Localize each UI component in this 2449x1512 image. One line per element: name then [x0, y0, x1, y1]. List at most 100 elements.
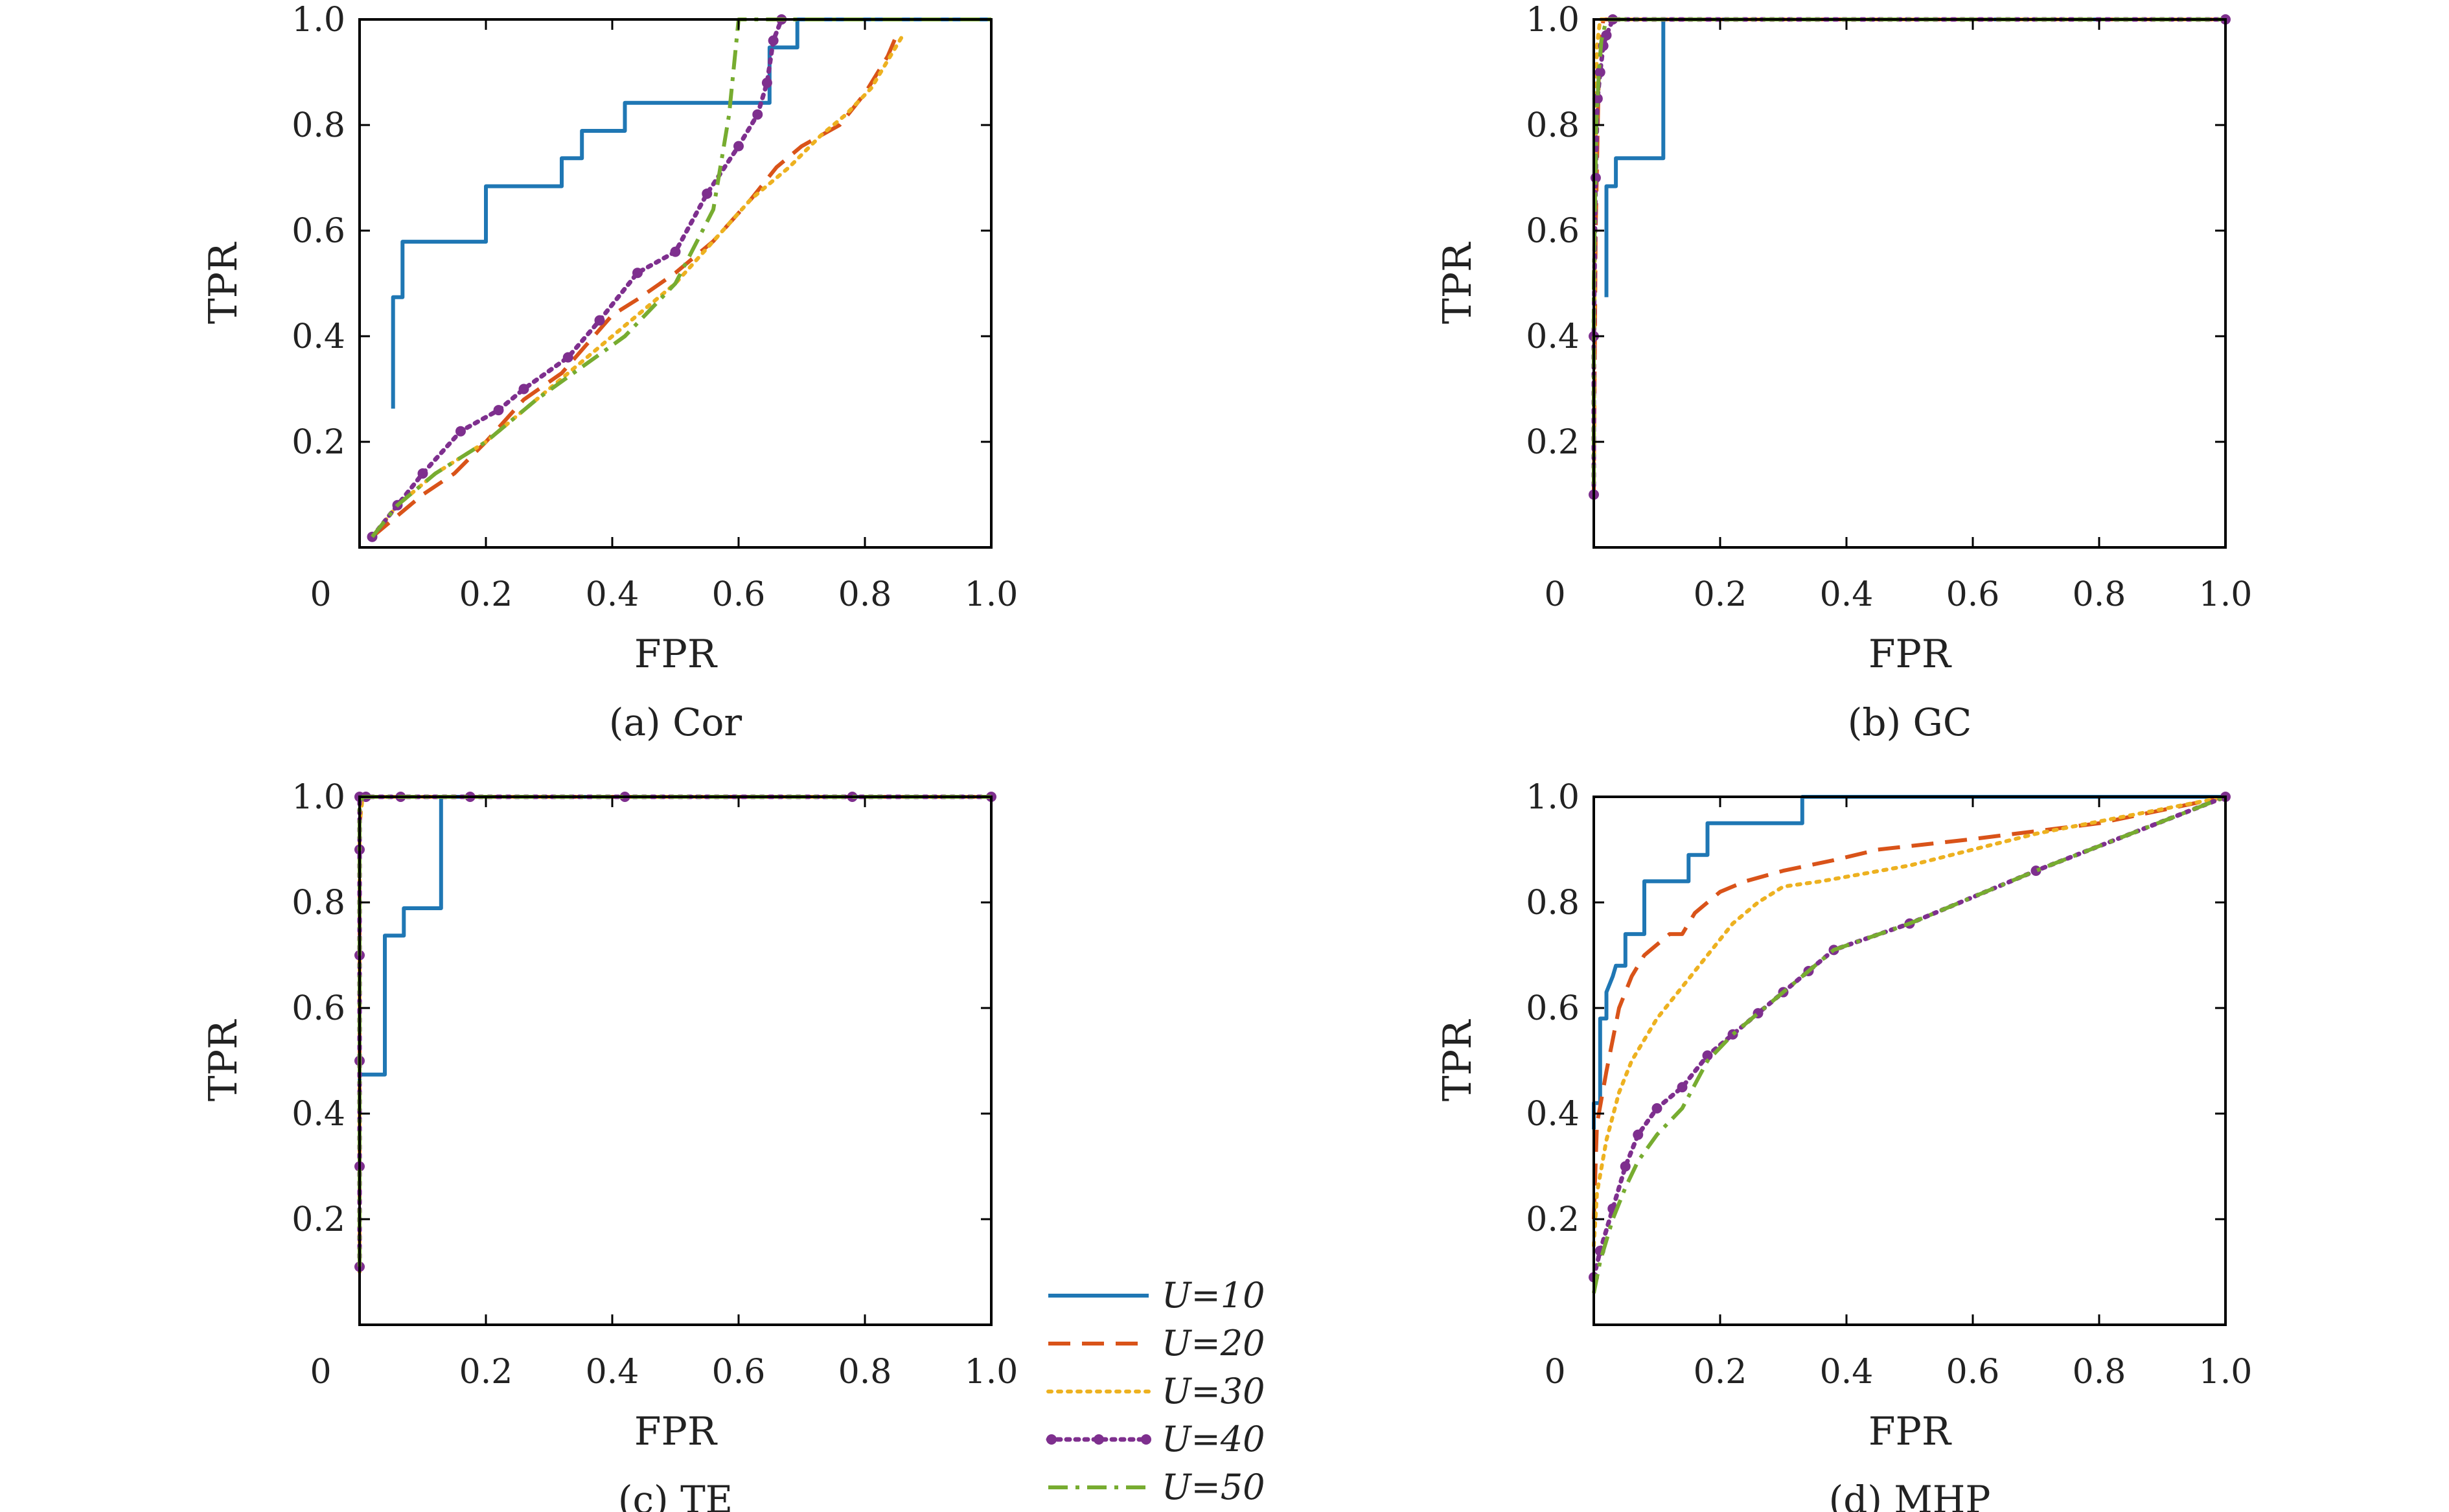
- x-tick-label: 1.0: [2199, 1353, 2253, 1392]
- legend-label: U=50: [1162, 1467, 1265, 1507]
- series-marker: [562, 352, 573, 363]
- series-line-1: [391, 17, 991, 409]
- axes-frame: [358, 18, 993, 549]
- y-tick-label: 1.0: [292, 778, 345, 817]
- y-tick-label: 0.6: [292, 989, 345, 1028]
- x-tick-label: 0.6: [712, 575, 766, 614]
- legend-label: U=10: [1162, 1275, 1265, 1316]
- y-axis-label: TPR: [201, 242, 246, 324]
- series-line-2: [358, 795, 991, 1272]
- y-tick-label: 0.4: [1526, 1095, 1580, 1134]
- y-tick-label: 0.6: [1526, 989, 1580, 1028]
- legend-marker: [1046, 1434, 1057, 1445]
- x-tick-label: 0.8: [838, 1353, 892, 1392]
- x-tick-label: 1.0: [965, 575, 1018, 614]
- x-tick-label: 0.4: [586, 575, 639, 614]
- series-group: [367, 14, 991, 542]
- x-tick-label: 0.4: [1820, 1353, 1874, 1392]
- series-marker: [733, 141, 744, 152]
- series-line-1: [358, 795, 991, 1167]
- x-tick-label: 0.6: [712, 1353, 766, 1392]
- x-tick-label: 0.2: [459, 1353, 513, 1392]
- series-line-5: [1592, 17, 2225, 485]
- x-tick-label: 0.8: [838, 575, 892, 614]
- x-tick-label: 0.4: [1820, 575, 1874, 614]
- legend-marker: [1094, 1434, 1104, 1445]
- series-marker: [632, 268, 643, 279]
- y-axis-label: TPR: [1435, 242, 1480, 324]
- series-marker: [1727, 1029, 1738, 1040]
- series-line-2: [1592, 17, 2225, 495]
- series-marker: [1702, 1050, 1713, 1061]
- x-tick-label: 0.6: [1946, 1353, 2000, 1392]
- axes-frame: [1592, 796, 2227, 1326]
- x-tick-label: 0.2: [459, 575, 513, 614]
- x-tick-label: 0.2: [1694, 1353, 1747, 1392]
- series-marker: [1633, 1129, 1644, 1140]
- legend-label: U=40: [1162, 1419, 1265, 1460]
- y-tick-label: 0.4: [1526, 317, 1580, 356]
- series-line-2: [371, 34, 899, 539]
- y-tick-label: 0.8: [292, 884, 345, 922]
- series-marker: [594, 315, 605, 326]
- y-tick-label: 0.8: [292, 106, 345, 145]
- y-tick-label: 1.0: [1526, 778, 1580, 817]
- x-axis-label: FPR: [1868, 1409, 1952, 1454]
- legend: U=10 U=20 U=30 U=40 U=50: [1046, 1275, 1265, 1507]
- y-tick-label: 0.4: [292, 317, 345, 356]
- panel-caption: (c) TE: [618, 1478, 733, 1512]
- x-tick-label: 1.0: [965, 1353, 1018, 1392]
- x-tick-label: 0: [310, 1353, 331, 1392]
- series-line-5: [1592, 795, 2227, 1294]
- x-axis-label: FPR: [634, 1409, 718, 1454]
- x-tick-label: 1.0: [2199, 575, 2253, 614]
- series-line-3: [358, 795, 993, 1274]
- series-marker: [702, 188, 713, 199]
- series-line-2: [1592, 795, 2226, 1220]
- series-line-5: [358, 795, 991, 1267]
- panel-4: 0 0.2 0.4 0.6 0.8 1.0 0.2 0.4 0.6 0.8 1.0 FPR TPR (d)…: [1435, 778, 2252, 1512]
- series-marker: [493, 405, 504, 416]
- series-line-3: [1592, 17, 2227, 497]
- y-tick-label: 0.2: [292, 423, 345, 462]
- y-tick-label: 0.2: [1526, 423, 1580, 462]
- y-tick-label: 0.2: [292, 1200, 345, 1239]
- legend-label: U=20: [1162, 1323, 1265, 1364]
- panel-1: 0 0.2 0.4 0.6 0.8 1.0 0.2 0.4 0.6 0.8 1.0 FPR TPR (a)…: [201, 1, 1018, 744]
- panel-3: 0 0.2 0.4 0.6 0.8 1.0 0.2 0.4 0.6 0.8 1.0 FPR TPR (c)…: [201, 778, 1018, 1512]
- x-axis-label: FPR: [634, 632, 718, 677]
- series-marker: [455, 426, 466, 437]
- x-tick-label: 0.6: [1946, 575, 2000, 614]
- panel-caption: (a) Cor: [609, 700, 742, 744]
- series-line-5: [371, 17, 991, 538]
- legend-marker: [1141, 1434, 1151, 1445]
- x-tick-label: 0.4: [586, 1353, 639, 1392]
- x-axis-label: FPR: [1868, 632, 1952, 677]
- series-line-1: [1592, 795, 2225, 1130]
- y-tick-label: 0.2: [1526, 1200, 1580, 1239]
- x-tick-label: 0: [1544, 1353, 1565, 1392]
- y-tick-label: 0.4: [292, 1095, 345, 1134]
- series-marker: [417, 468, 428, 479]
- series-marker: [670, 246, 681, 257]
- series-marker: [1594, 67, 1605, 78]
- series-marker: [752, 109, 763, 120]
- series-line-1: [1604, 17, 2225, 297]
- y-tick-label: 0.8: [1526, 884, 1580, 922]
- series-line-3: [1592, 795, 2227, 1248]
- y-axis-label: TPR: [201, 1019, 246, 1101]
- axes-frame: [1592, 18, 2227, 549]
- y-tick-label: 1.0: [292, 1, 345, 40]
- axes-frame: [358, 796, 993, 1326]
- series-group: [354, 792, 996, 1274]
- series-marker: [768, 35, 779, 46]
- series-group: [1589, 792, 2231, 1294]
- series-marker: [1651, 1103, 1662, 1114]
- series-marker: [518, 384, 529, 395]
- series-line-4: [357, 794, 994, 1269]
- y-tick-label: 0.6: [1526, 212, 1580, 251]
- x-tick-label: 0.2: [1694, 575, 1747, 614]
- x-tick-label: 0: [1544, 575, 1565, 614]
- series-line-4: [370, 17, 784, 540]
